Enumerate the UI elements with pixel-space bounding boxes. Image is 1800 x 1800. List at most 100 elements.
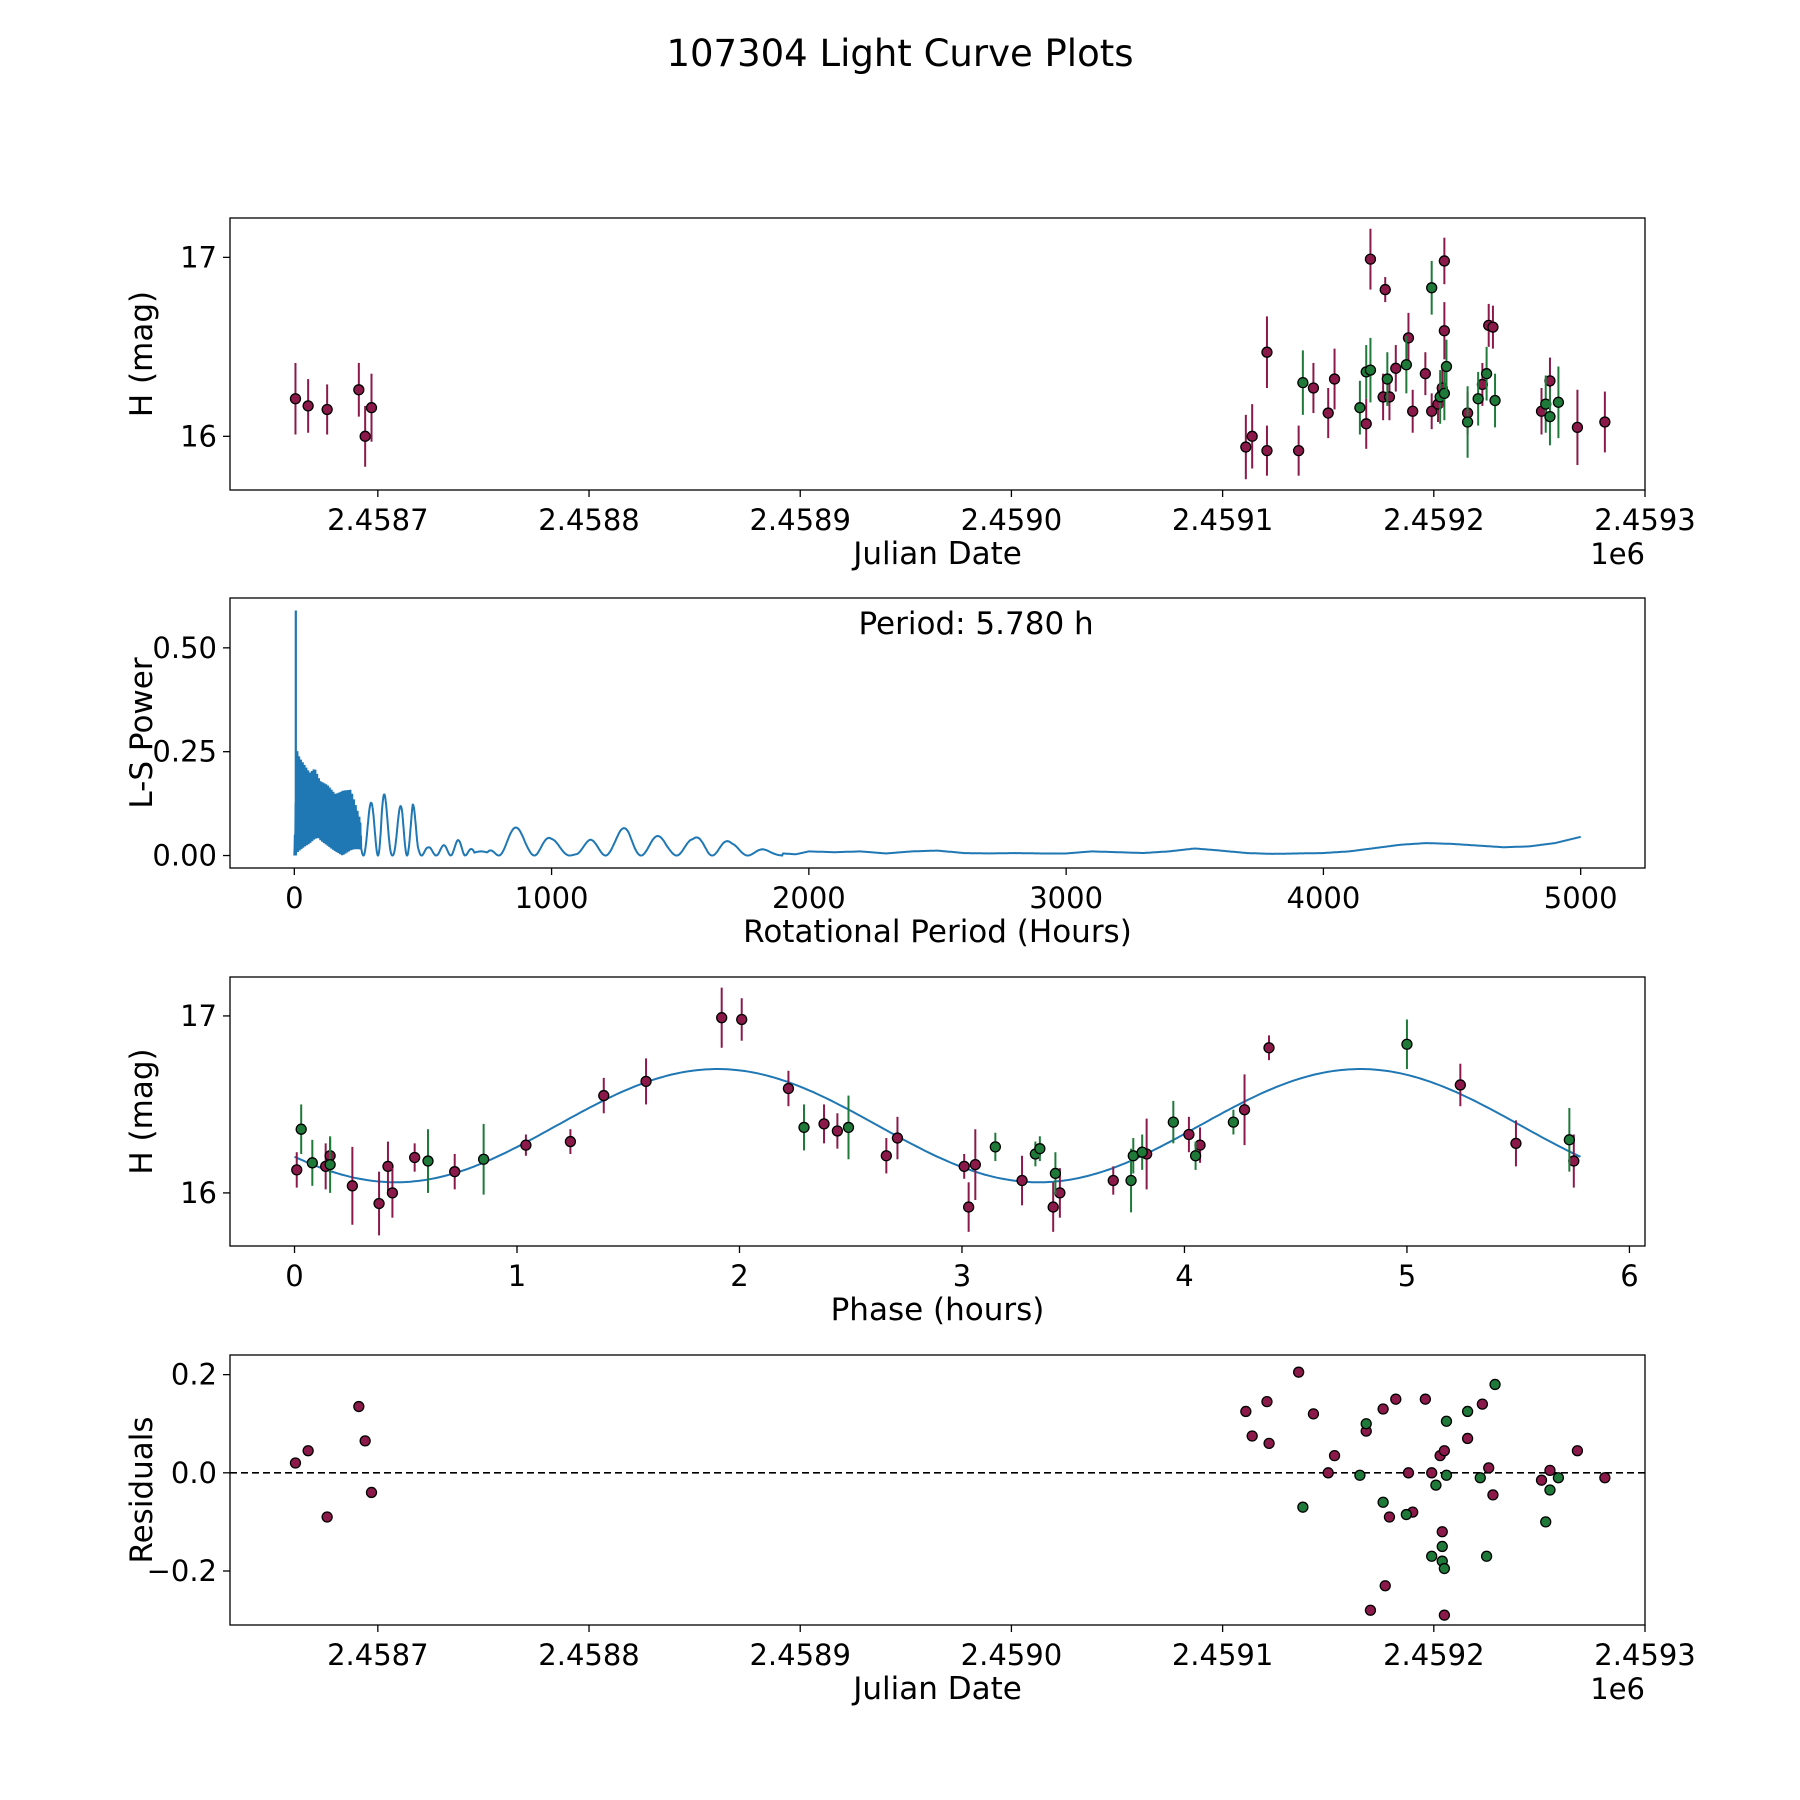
x-axis-label: Julian Date (851, 1671, 1022, 1707)
data-point (1383, 391, 1396, 403)
data-point (1377, 1496, 1389, 1508)
data-point (1227, 1116, 1240, 1128)
data-point (1049, 1167, 1062, 1180)
data-point (302, 1445, 314, 1457)
data-point (1297, 1501, 1309, 1513)
x-tick-label: 1 (508, 1259, 526, 1293)
x-axis-label: Phase (hours) (831, 1292, 1045, 1328)
data-point (736, 1013, 748, 1026)
data-point (1189, 1150, 1202, 1162)
data-point (1426, 1467, 1438, 1479)
data-point (1480, 368, 1493, 380)
x-offset-label: 1e6 (1590, 1672, 1645, 1706)
data-point (1379, 1580, 1391, 1592)
data-point (1377, 1403, 1389, 1415)
x-tick-label: 2.4587 (327, 503, 428, 537)
data-point (1360, 418, 1372, 430)
data-point (1544, 410, 1556, 423)
data-point (1454, 1079, 1466, 1091)
y-axis-label: Residuals (124, 1416, 160, 1563)
x-tick-label: 2.4588 (538, 1638, 639, 1672)
data-point (1047, 1201, 1059, 1213)
data-point (1438, 1445, 1451, 1457)
x-tick-label: 5000 (1544, 881, 1618, 915)
x-tick-label: 3000 (1029, 881, 1103, 915)
y-axis-label: H (mag) (124, 291, 160, 417)
data-point (324, 1158, 336, 1171)
data-point (1426, 1550, 1438, 1562)
data-point (321, 403, 333, 416)
data-point (1261, 1395, 1273, 1408)
data-point (1461, 416, 1474, 428)
data-point (1510, 1137, 1522, 1150)
x-axis-label: Rotational Period (Hours) (743, 914, 1132, 950)
y-axis-label: L-S Power (124, 657, 160, 808)
data-point (302, 400, 314, 412)
axes-frame (229, 1354, 1646, 1626)
data-point (289, 393, 302, 405)
data-point (289, 1457, 302, 1469)
data-point (321, 1511, 333, 1523)
panel-residuals: 2.4587 2.4588 2.4589 2.4590 2.4591 2.4592 2.45… (124, 1354, 1696, 1707)
data-point (1125, 1174, 1137, 1187)
period-annotation: Period: 5.780 h (858, 606, 1093, 642)
data-point (716, 1012, 728, 1024)
data-point (1354, 402, 1366, 414)
data-point (1364, 253, 1377, 265)
data-point (831, 1125, 844, 1137)
data-point (1438, 325, 1451, 337)
data-point (1461, 1405, 1474, 1418)
plot-area (293, 610, 1581, 857)
data-point (1544, 1464, 1556, 1477)
x-tick-label: 0 (285, 1259, 303, 1293)
x-tick-label: 2 (730, 1259, 748, 1293)
data-point (1167, 1116, 1179, 1128)
y-axis-label: H (mag) (124, 1048, 160, 1174)
y-tick-label: 0.00 (152, 839, 217, 873)
data-point (1402, 1467, 1415, 1479)
data-point (1552, 396, 1565, 408)
data-point (1535, 1474, 1548, 1486)
x-tick-label: 2.4591 (1172, 1638, 1273, 1672)
data-point (1390, 1393, 1402, 1405)
data-point (1540, 1516, 1552, 1528)
data-point (1297, 376, 1309, 389)
data-point (306, 1157, 318, 1169)
x-tick-label: 2.4592 (1383, 503, 1484, 537)
data-point (1489, 394, 1501, 407)
data-point (1183, 1128, 1195, 1141)
data-point (373, 1197, 385, 1210)
x-tick-label: 2.4591 (1172, 503, 1273, 537)
data-point (969, 1158, 981, 1171)
axes-frame (229, 976, 1646, 1247)
x-tick-label: 2.4593 (1594, 1638, 1695, 1672)
periodogram-line (293, 751, 1581, 857)
data-point (1307, 382, 1320, 394)
series-filter-g (1297, 1378, 1565, 1575)
data-point (798, 1121, 810, 1134)
series-filter-r (291, 987, 1580, 1236)
figure-title: 107304 Light Curve Plots (666, 32, 1133, 75)
data-point (359, 1435, 371, 1447)
x-offset-label: 1e6 (1590, 537, 1645, 571)
data-point (365, 402, 378, 414)
plot-area (289, 228, 1611, 480)
y-tick-label: 16 (180, 419, 217, 453)
y-tick-label: 0.0 (171, 1456, 217, 1490)
data-point (1599, 416, 1611, 428)
data-point (1390, 362, 1402, 374)
data-point (1034, 1143, 1046, 1155)
data-point (1430, 1479, 1442, 1491)
data-point (782, 1082, 795, 1095)
y-tick-label: 0.50 (152, 631, 217, 665)
data-point (1440, 1469, 1453, 1481)
x-tick-label: 2.4590 (961, 503, 1062, 537)
data-point (409, 1151, 421, 1164)
data-point (386, 1187, 399, 1199)
plot-area (230, 1366, 1645, 1621)
series-filter-r (289, 1366, 1611, 1621)
data-point (1489, 1378, 1501, 1391)
data-point (1107, 1174, 1119, 1187)
data-point (382, 1160, 394, 1173)
data-point (1263, 1437, 1275, 1450)
